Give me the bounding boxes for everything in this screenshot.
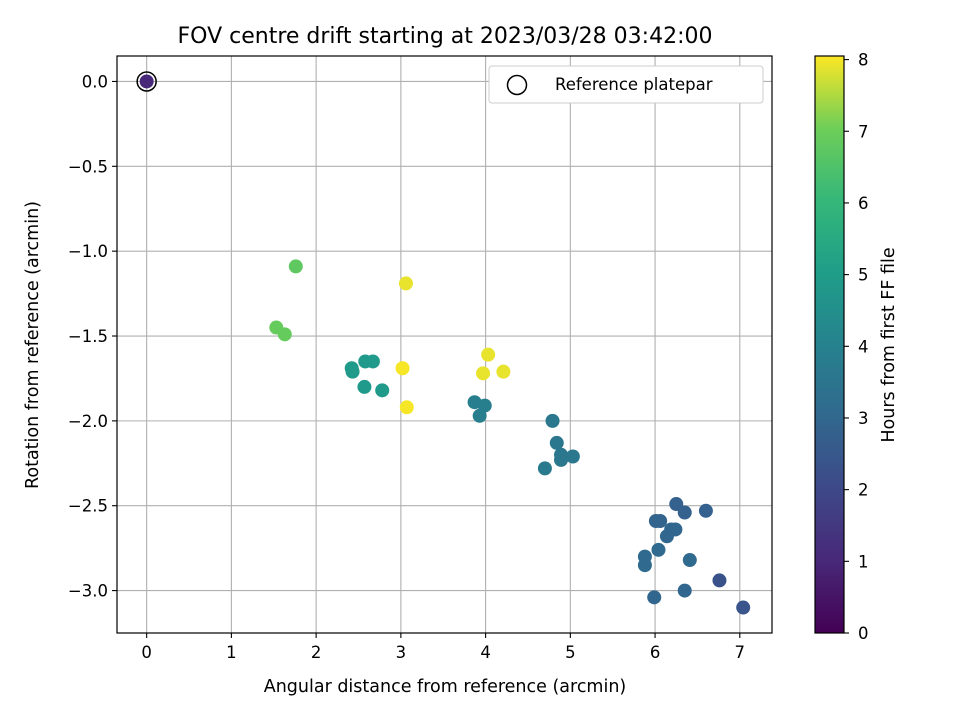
colorbar-tick-label: 2 [858, 481, 869, 500]
colorbar-tick-label: 3 [858, 409, 869, 428]
plot-area-frame [116, 55, 773, 634]
scatter-point [399, 400, 414, 415]
y-axis-label: Rotation from reference (arcmin) [23, 201, 43, 489]
scatter-point [565, 449, 580, 464]
scatter-point [375, 383, 390, 398]
scatter-point [659, 529, 674, 544]
scatter-point [637, 558, 652, 573]
scatter-point [398, 276, 413, 291]
scatter-point [139, 74, 154, 89]
scatter-point [472, 408, 487, 423]
colorbar-frame [814, 55, 845, 634]
scatter-point [736, 600, 751, 615]
x-tick-label: 6 [650, 643, 661, 662]
scatter-point [537, 461, 552, 476]
x-tick-label: 5 [565, 643, 576, 662]
scatter-point [712, 573, 727, 588]
scatter-point [549, 435, 564, 450]
colorbar-tick-label: 5 [858, 266, 869, 285]
scatter-point [395, 361, 410, 376]
y-tick-label: −0.5 [68, 157, 108, 176]
colorbar-tick-label: 1 [858, 552, 869, 571]
colorbar-ticks: 0 1 2 3 4 5 6 7 8 [844, 51, 869, 643]
x-tick-label: 7 [735, 643, 746, 662]
y-tick-label: −3.0 [68, 582, 108, 601]
scatter-point [682, 553, 697, 568]
y-tick-label: 0.0 [82, 72, 108, 91]
data-points [136, 71, 751, 615]
scatter-point [651, 542, 666, 557]
x-axis-label: Angular distance from reference (arcmin) [264, 677, 627, 697]
scatter-point [647, 590, 662, 605]
x-tick-label: 4 [480, 643, 491, 662]
y-axis-ticks: 0.0 −0.5 −1.0 −1.5 −2.0 −2.5 −3.0 [68, 72, 117, 601]
scatter-point [545, 413, 560, 428]
scatter-point [476, 366, 491, 381]
y-tick-label: −1.5 [68, 327, 108, 346]
colorbar-tick-label: 8 [858, 51, 869, 70]
legend: Reference platepar [488, 65, 764, 104]
scatter-point [554, 452, 569, 467]
scatter-point [677, 583, 692, 598]
colorbar-label: Hours from first FF file [879, 247, 899, 442]
x-tick-label: 1 [226, 643, 237, 662]
scatter-point [496, 364, 511, 379]
colorbar-tick-label: 6 [858, 194, 869, 213]
x-axis-ticks: 0 1 2 3 4 5 6 7 [141, 633, 745, 662]
scatter-point [669, 497, 684, 512]
scatter-point [653, 513, 668, 528]
y-tick-label: −2.0 [68, 412, 108, 431]
x-tick-label: 2 [311, 643, 322, 662]
reference-platepar-marker [136, 71, 157, 92]
colorbar-tick-label: 4 [858, 337, 869, 356]
scatter-point [677, 505, 692, 520]
scatter-point [365, 354, 380, 369]
scatter-point [357, 379, 372, 394]
scatter-point [698, 503, 713, 518]
scatter-point [277, 327, 292, 342]
colorbar-gradient [815, 56, 844, 633]
y-tick-label: −1.0 [68, 242, 108, 261]
x-tick-label: 3 [396, 643, 407, 662]
colorbar-tick-label: 0 [858, 624, 869, 643]
colorbar-tick-label: 7 [858, 122, 869, 141]
scatter-point [345, 364, 360, 379]
scatter-point [288, 259, 303, 274]
chart-title: FOV centre drift starting at 2023/03/28 … [178, 24, 713, 49]
legend-entry-reference: Reference platepar [555, 75, 713, 94]
scatter-point [481, 347, 496, 362]
grid-lines [117, 56, 772, 633]
legend-box [488, 65, 764, 104]
y-tick-label: −2.5 [68, 497, 108, 516]
colorbar: 0 1 2 3 4 5 6 7 8 Hours from first FF file [814, 51, 899, 643]
legend-marker-reference-icon [506, 74, 528, 96]
x-tick-label: 0 [141, 643, 152, 662]
